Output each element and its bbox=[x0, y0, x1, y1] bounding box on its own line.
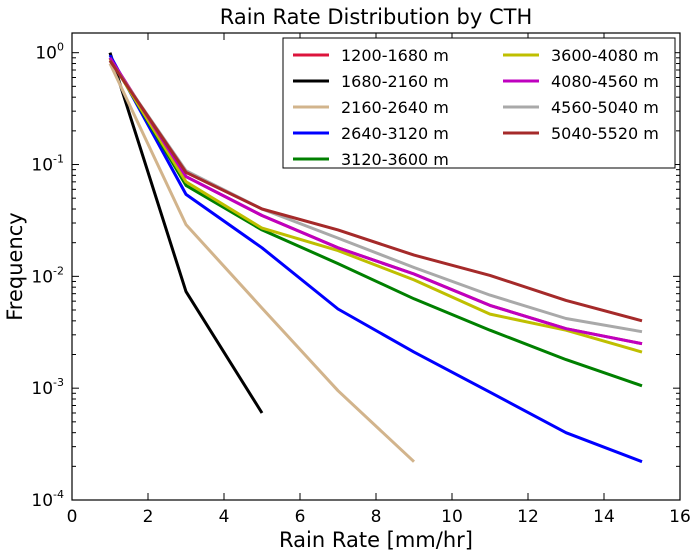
x-axis-title: Rain Rate [mm/hr] bbox=[279, 528, 473, 552]
legend-label: 3120-3600 m bbox=[341, 150, 449, 169]
x-tick-label: 12 bbox=[517, 507, 539, 527]
legend-label: 2640-3120 m bbox=[341, 124, 449, 143]
legend-label: 4560-5040 m bbox=[551, 98, 659, 117]
y-tick-label: 10-2 bbox=[31, 264, 64, 287]
axis-ticks: 0 2 4 6 8 10 12 14 16 10-4 10-3 10-2 10-1 100 bbox=[31, 33, 690, 527]
y-tick-label: 10-4 bbox=[31, 488, 64, 511]
series-line-6 bbox=[108, 56, 643, 346]
x-tick-label: 10 bbox=[441, 507, 463, 527]
x-tick-label: 8 bbox=[371, 507, 382, 527]
y-tick-label: 100 bbox=[35, 41, 64, 64]
legend-label: 3600-4080 m bbox=[551, 46, 659, 65]
x-tick-label: 6 bbox=[295, 507, 306, 527]
chart-title: Rain Rate Distribution by CTH bbox=[220, 5, 533, 29]
y-tick-label: 10-3 bbox=[31, 376, 64, 399]
x-tick-label: 4 bbox=[219, 507, 230, 527]
x-tick-label: 14 bbox=[593, 507, 615, 527]
series-line-2 bbox=[108, 62, 416, 463]
series-line-8 bbox=[108, 59, 643, 323]
x-tick-label: 2 bbox=[143, 507, 154, 527]
x-tick-label: 0 bbox=[67, 507, 78, 527]
legend: 1200-1680 m 1680-2160 m 2160-2640 m 2640-31… bbox=[282, 37, 676, 169]
series-line-5 bbox=[108, 58, 643, 354]
legend-label: 1680-2160 m bbox=[341, 72, 449, 91]
series-line-3 bbox=[108, 54, 643, 464]
series-line-1 bbox=[108, 52, 264, 414]
y-axis-title: Frequency bbox=[3, 212, 27, 321]
legend-label: 1200-1680 m bbox=[341, 46, 449, 65]
x-tick-label: 16 bbox=[669, 507, 690, 527]
legend-label: 4080-4560 m bbox=[551, 72, 659, 91]
legend-label: 5040-5520 m bbox=[551, 124, 659, 143]
y-tick-label: 10-1 bbox=[31, 153, 64, 176]
series-line-4 bbox=[108, 57, 643, 388]
legend-label: 2160-2640 m bbox=[341, 98, 449, 117]
legend-box bbox=[282, 37, 676, 169]
plot-lines bbox=[108, 52, 643, 464]
